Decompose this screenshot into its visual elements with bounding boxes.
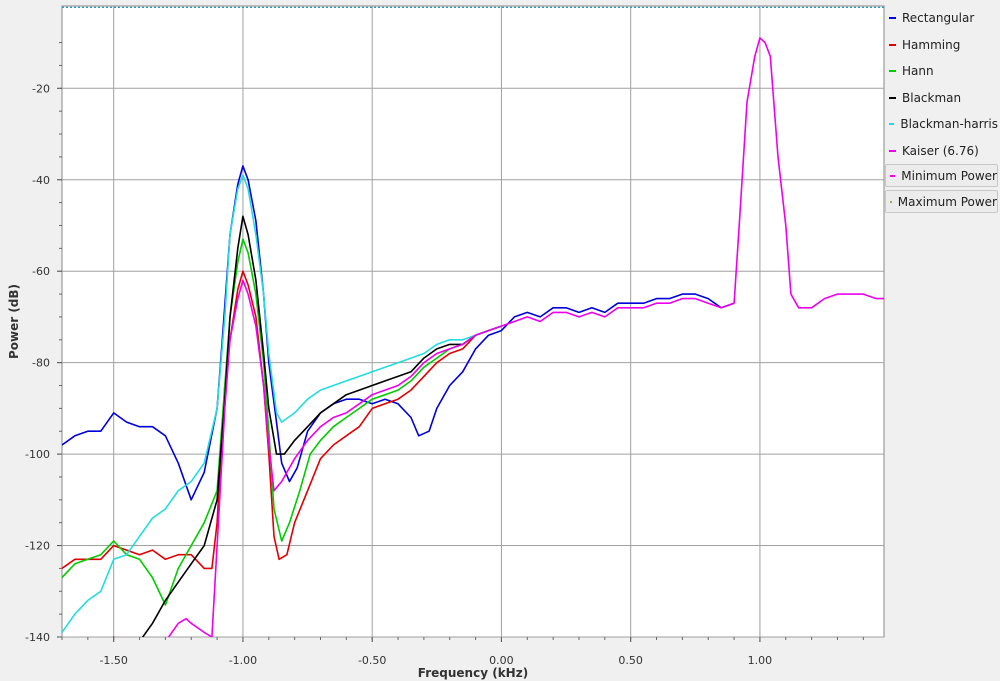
legend-label: Blackman-harris [900,117,998,132]
legend-item-maximum-power[interactable]: Maximum Power [885,190,998,213]
x-tick-label: 1.00 [748,654,773,667]
y-tick-label: -100 [25,448,50,461]
legend-item-minimum-power[interactable]: Minimum Power [885,164,998,187]
legend-label: Rectangular [902,11,975,26]
series-rectangular [62,165,735,501]
legend-label: Hann [902,64,934,79]
y-tick-label: -40 [32,174,50,187]
legend-label: Hamming [902,37,961,52]
y-axis-title: Power (dB) [7,284,21,359]
series-blackman [141,215,502,637]
legend-item-blackman-harris[interactable]: Blackman-harris [885,111,998,138]
x-tick-label: 0.00 [489,654,514,667]
legend-swatch [889,96,896,99]
legend-item-kaiser[interactable]: Kaiser (6.76) [885,138,998,165]
legend-swatch [889,70,896,73]
y-tick-label: -120 [25,540,50,553]
y-tick-label: -20 [32,82,50,95]
legend-label: Maximum Power [897,194,997,209]
y-axis-ticks: -20 -40 -60 -80 -100 -120 -140 [25,42,62,644]
legend-item-rectangular[interactable]: Rectangular [885,5,998,32]
series-hann [62,238,502,606]
y-tick-label: -80 [32,357,50,370]
grid-lines [62,6,884,638]
legend: Rectangular Hamming Hann Blackman Blackm… [885,5,998,216]
legend-item-hamming[interactable]: Hamming [885,32,998,59]
legend-label: Minimum Power [901,168,997,183]
x-tick-label: -1.00 [229,654,257,667]
legend-swatch [890,200,892,203]
legend-swatch [890,174,896,177]
legend-label: Kaiser (6.76) [902,143,979,158]
x-tick-label: -1.50 [99,654,127,667]
y-tick-label: -140 [25,631,50,644]
y-tick-label: -60 [32,265,50,278]
x-axis-title: Frequency (kHz) [418,666,528,680]
x-tick-label: -0.50 [358,654,386,667]
legend-label: Blackman [902,90,962,105]
legend-item-blackman[interactable]: Blackman [885,85,998,112]
legend-swatch [889,17,896,20]
x-tick-label: 0.50 [618,654,643,667]
series-lines [62,37,884,637]
legend-swatch [889,123,895,126]
legend-swatch [889,43,896,46]
plot-area[interactable] [61,5,885,638]
series-blackman-harris [62,174,502,633]
legend-swatch [889,149,896,152]
series-kaiser-6-76 [112,37,884,637]
legend-item-hann[interactable]: Hann [885,58,998,85]
x-axis-ticks: -1.50 -1.00 -0.50 0.00 0.50 1.00 [61,637,864,667]
